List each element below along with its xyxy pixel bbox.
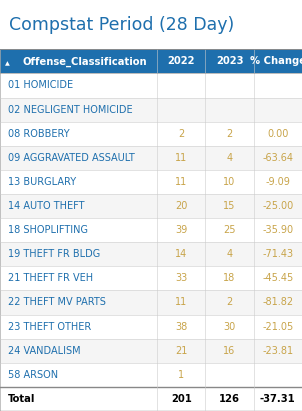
- Text: 2: 2: [226, 129, 233, 139]
- FancyBboxPatch shape: [0, 291, 302, 314]
- FancyBboxPatch shape: [0, 339, 302, 363]
- FancyBboxPatch shape: [0, 218, 302, 242]
- FancyBboxPatch shape: [0, 74, 302, 97]
- Text: 0.00: 0.00: [267, 129, 288, 139]
- FancyBboxPatch shape: [0, 266, 302, 291]
- Text: 2: 2: [178, 129, 184, 139]
- Text: 10: 10: [223, 177, 236, 187]
- Text: -35.90: -35.90: [262, 225, 294, 235]
- Text: 2: 2: [226, 298, 233, 307]
- FancyBboxPatch shape: [0, 49, 302, 74]
- Text: 23 THEFT OTHER: 23 THEFT OTHER: [8, 322, 91, 332]
- Text: -23.81: -23.81: [262, 346, 294, 356]
- FancyBboxPatch shape: [0, 242, 302, 266]
- Text: % Change: % Change: [250, 56, 302, 66]
- Text: 13 BURGLARY: 13 BURGLARY: [8, 177, 76, 187]
- Text: 02 NEGLIGENT HOMICIDE: 02 NEGLIGENT HOMICIDE: [8, 105, 132, 115]
- Text: -25.00: -25.00: [262, 201, 294, 211]
- Text: ▲: ▲: [5, 61, 9, 66]
- Text: 14: 14: [175, 249, 187, 259]
- FancyBboxPatch shape: [0, 314, 302, 339]
- Text: 11: 11: [175, 153, 187, 163]
- Text: 16: 16: [223, 346, 236, 356]
- Text: 58 ARSON: 58 ARSON: [8, 370, 58, 380]
- Text: Compstat Period (28 Day): Compstat Period (28 Day): [9, 16, 234, 34]
- Text: 126: 126: [219, 394, 240, 404]
- Text: 21 THEFT FR VEH: 21 THEFT FR VEH: [8, 273, 93, 283]
- Text: 1: 1: [178, 370, 184, 380]
- Text: 2022: 2022: [167, 56, 195, 66]
- Text: 2023: 2023: [216, 56, 243, 66]
- Text: 20: 20: [175, 201, 187, 211]
- Text: -37.31: -37.31: [260, 394, 296, 404]
- Text: 14 AUTO THEFT: 14 AUTO THEFT: [8, 201, 84, 211]
- Text: -21.05: -21.05: [262, 322, 294, 332]
- FancyBboxPatch shape: [0, 97, 302, 122]
- Text: 25: 25: [223, 225, 236, 235]
- Text: 24 VANDALISM: 24 VANDALISM: [8, 346, 80, 356]
- Text: 15: 15: [223, 201, 236, 211]
- Text: -9.09: -9.09: [265, 177, 290, 187]
- Text: Total: Total: [8, 394, 35, 404]
- Text: 33: 33: [175, 273, 187, 283]
- FancyBboxPatch shape: [0, 194, 302, 218]
- Text: 11: 11: [175, 298, 187, 307]
- Text: 01 HOMICIDE: 01 HOMICIDE: [8, 81, 73, 90]
- Text: 19 THEFT FR BLDG: 19 THEFT FR BLDG: [8, 249, 100, 259]
- Text: 11: 11: [175, 177, 187, 187]
- Text: 21: 21: [175, 346, 187, 356]
- FancyBboxPatch shape: [0, 387, 302, 411]
- Text: 201: 201: [171, 394, 192, 404]
- Text: -63.64: -63.64: [262, 153, 293, 163]
- Text: Offense_Classification: Offense_Classification: [22, 56, 147, 67]
- Text: -45.45: -45.45: [262, 273, 294, 283]
- Text: 39: 39: [175, 225, 187, 235]
- Text: -81.82: -81.82: [262, 298, 294, 307]
- Text: 09 AGGRAVATED ASSAULT: 09 AGGRAVATED ASSAULT: [8, 153, 134, 163]
- Text: -71.43: -71.43: [262, 249, 294, 259]
- FancyBboxPatch shape: [0, 170, 302, 194]
- Text: 18: 18: [223, 273, 236, 283]
- Text: 30: 30: [223, 322, 236, 332]
- FancyBboxPatch shape: [0, 363, 302, 387]
- Text: 4: 4: [226, 249, 233, 259]
- Text: 22 THEFT MV PARTS: 22 THEFT MV PARTS: [8, 298, 105, 307]
- FancyBboxPatch shape: [0, 146, 302, 170]
- Text: 18 SHOPLIFTING: 18 SHOPLIFTING: [8, 225, 88, 235]
- Text: 08 ROBBERY: 08 ROBBERY: [8, 129, 69, 139]
- Text: 4: 4: [226, 153, 233, 163]
- Text: 38: 38: [175, 322, 187, 332]
- FancyBboxPatch shape: [0, 122, 302, 146]
